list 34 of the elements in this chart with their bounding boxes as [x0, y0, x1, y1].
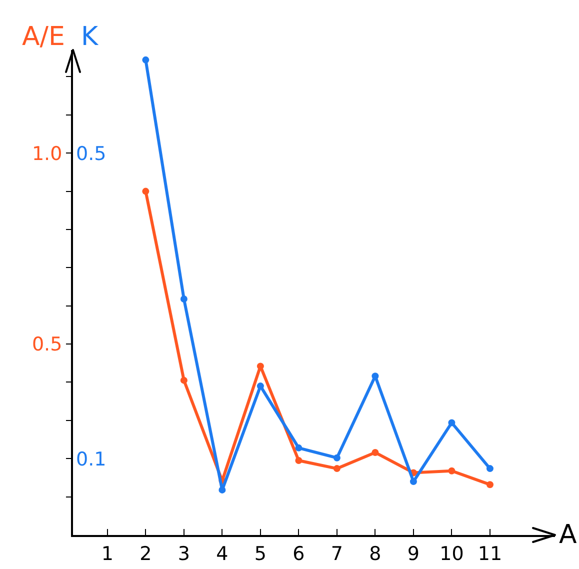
x-tick-label: 11 — [478, 542, 502, 565]
point — [256, 362, 264, 370]
point — [486, 481, 494, 488]
point — [333, 465, 340, 472]
x-tick-label: 3 — [178, 542, 190, 565]
x-tick-label: 6 — [292, 542, 305, 565]
point — [448, 419, 456, 426]
x-tick-label: 1 — [101, 542, 114, 565]
point — [142, 188, 150, 195]
x-tick-label: 5 — [254, 542, 266, 565]
point — [372, 449, 379, 456]
point — [448, 467, 456, 474]
point — [486, 465, 494, 472]
x-tick-label: 10 — [440, 542, 464, 565]
x-axis-title: A — [559, 520, 577, 550]
y2-axis-title: K — [81, 22, 99, 52]
point — [410, 478, 417, 486]
point — [180, 295, 188, 302]
y-tick-label: 1.0 — [32, 142, 62, 165]
x-tick-label: 9 — [407, 542, 420, 565]
y-axis-title: A/E — [22, 22, 65, 52]
y2-tick-label: 0.5 — [76, 142, 106, 165]
point — [142, 56, 150, 64]
point — [218, 486, 226, 494]
x-tick-label: 2 — [140, 542, 152, 565]
point — [295, 457, 302, 464]
point — [333, 454, 340, 462]
y2-tick-label: 0.1 — [76, 448, 106, 470]
x-tick-label: 8 — [369, 542, 382, 565]
x-tick-label: 4 — [216, 542, 228, 565]
x-tick-label: 7 — [330, 542, 343, 565]
point — [372, 372, 379, 380]
point — [295, 444, 302, 452]
point — [180, 376, 188, 384]
